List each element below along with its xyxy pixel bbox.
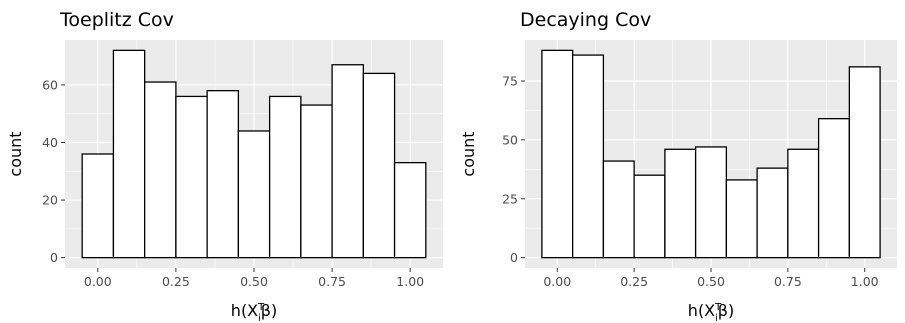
histogram-bar	[331, 64, 364, 259]
histogram-bar	[602, 160, 635, 259]
x-tick-label: 1.00	[396, 274, 424, 289]
x-tick-label: 0.00	[543, 274, 571, 289]
histogram-bar	[362, 72, 396, 259]
x-tick-label: 0.00	[84, 274, 112, 289]
x-axis-title: h(XT iβ)	[231, 301, 277, 323]
y-tick-label: 25	[502, 191, 518, 206]
x-tick-label: 0.50	[697, 274, 725, 289]
histogram-bar	[206, 90, 240, 259]
histogram-bar	[787, 148, 820, 259]
histogram-toeplitz-cov: Toeplitz Cov 0 20 40 60 0.00 0.25 0.50 0.75 1.00 c…	[0, 0, 452, 323]
chart-title: Toeplitz Cov	[59, 9, 174, 31]
histogram-bar	[633, 174, 666, 259]
histogram-bar	[817, 118, 850, 259]
x-tick-label: 0.25	[162, 274, 190, 289]
histogram-bar	[81, 153, 115, 259]
y-tick-label: 40	[42, 135, 58, 150]
x-tick-label: 0.25	[620, 274, 648, 289]
y-tick-label: 50	[502, 132, 518, 147]
histogram-bar	[393, 161, 427, 259]
histogram-bar	[694, 146, 728, 259]
histogram-bar	[175, 95, 208, 259]
y-tick-label: 20	[42, 193, 58, 208]
x-tick-label: 0.75	[774, 274, 802, 289]
y-tick-label: 75	[502, 73, 518, 88]
histogram-bar	[725, 179, 758, 259]
histogram-bar	[756, 167, 789, 259]
histogram-bar	[848, 66, 881, 259]
chart-title: Decaying Cov	[520, 9, 651, 31]
chart-svg-toeplitz: Toeplitz Cov 0 20 40 60 0.00 0.25 0.50 0.75 1.00 c…	[6, 9, 443, 323]
histogram-bar	[572, 54, 605, 259]
y-tick-label: 0	[510, 250, 518, 265]
histogram-bar	[237, 130, 271, 259]
y-tick-label: 0	[50, 250, 58, 265]
chart-svg-decaying: Decaying Cov 0 25 50 75 0.00 0.25 0.50 0.75 1.00 c…	[459, 9, 897, 323]
x-tick-label: 1.00	[851, 274, 879, 289]
histogram-bar	[144, 81, 177, 259]
histogram-bar	[268, 95, 302, 259]
histogram-bar	[541, 49, 574, 259]
y-axis-title: count	[6, 131, 25, 176]
y-tick-label: 60	[42, 77, 58, 92]
y-axis-title: count	[459, 131, 478, 176]
x-tick-label: 0.50	[240, 274, 268, 289]
histogram-bar	[112, 49, 146, 259]
histogram-bar	[664, 148, 697, 259]
histogram-bar	[300, 104, 333, 259]
x-axis-title: h(XT iβ)	[688, 301, 734, 323]
x-tick-label: 0.75	[318, 274, 346, 289]
histogram-decaying-cov: Decaying Cov 0 25 50 75 0.00 0.25 0.50 0.75 1.00 c…	[453, 0, 905, 323]
